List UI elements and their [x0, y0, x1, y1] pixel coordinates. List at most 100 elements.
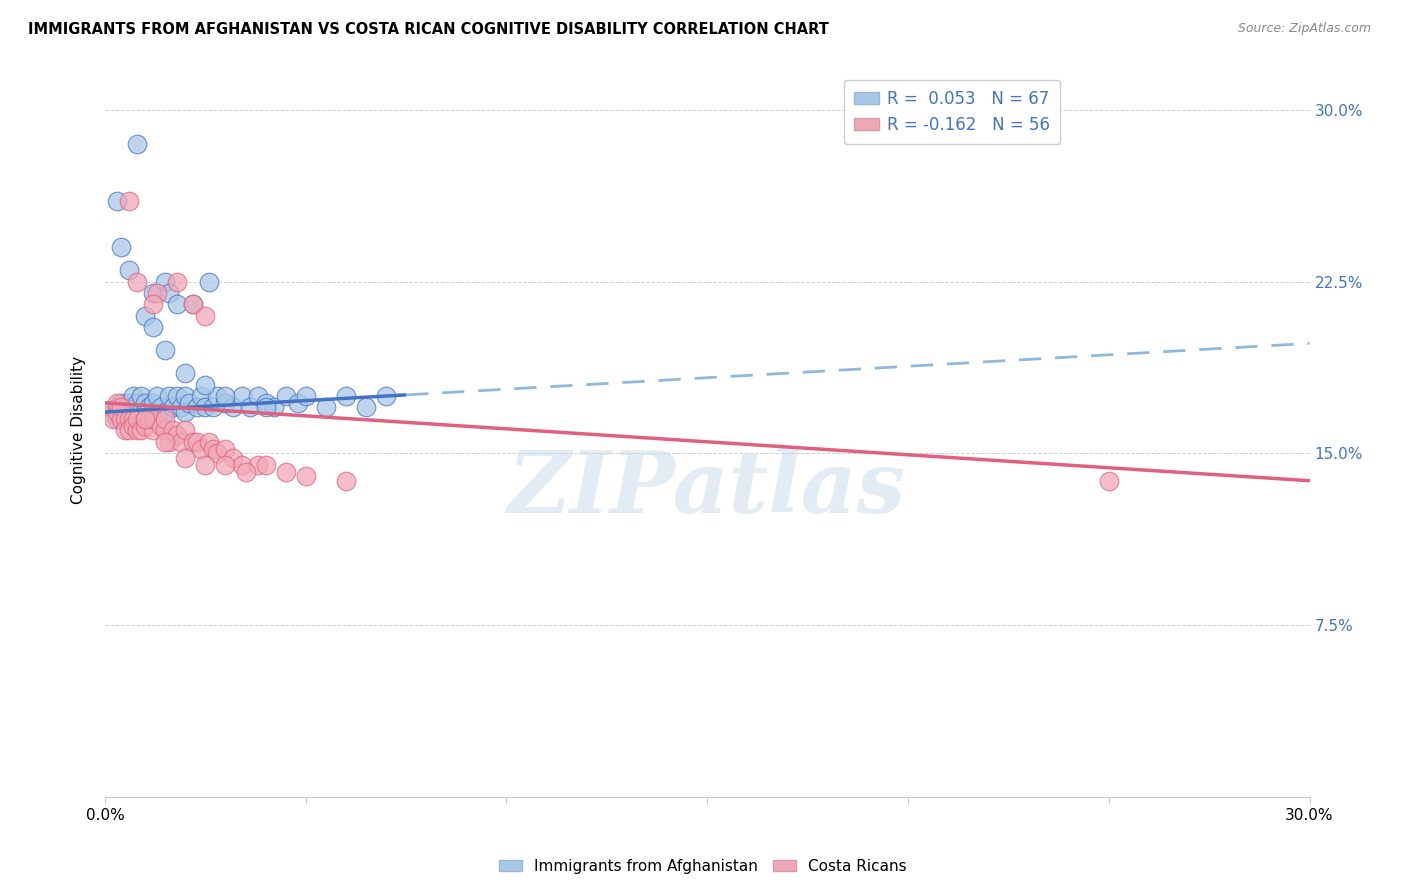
Point: [110, 396, 132, 410]
Point: [246, 458, 269, 472]
Point: [335, 389, 357, 403]
Point: [150, 418, 173, 433]
Point: [129, 405, 152, 419]
Point: [174, 423, 197, 437]
Point: [122, 418, 145, 433]
Point: [214, 458, 236, 472]
Point: [157, 285, 180, 300]
Point: [170, 434, 193, 449]
Y-axis label: Cognitive Disability: Cognitive Disability: [72, 356, 86, 505]
Point: [114, 412, 136, 426]
Point: [238, 401, 260, 415]
Text: Source: ZipAtlas.com: Source: ZipAtlas.com: [1237, 22, 1371, 36]
Point: [127, 412, 149, 426]
Text: ZIPatlas: ZIPatlas: [508, 447, 907, 531]
Point: [214, 396, 236, 410]
Point: [174, 405, 197, 419]
Point: [114, 412, 136, 426]
Point: [134, 309, 156, 323]
Point: [146, 405, 169, 419]
Point: [181, 297, 204, 311]
Point: [122, 412, 145, 426]
Point: [134, 396, 156, 410]
Point: [202, 401, 225, 415]
Point: [214, 442, 236, 456]
Point: [166, 389, 188, 403]
Point: [315, 401, 337, 415]
Point: [190, 389, 212, 403]
Point: [146, 389, 169, 403]
Point: [134, 418, 156, 433]
Point: [166, 275, 188, 289]
Point: [105, 396, 128, 410]
Point: [122, 405, 145, 419]
Point: [186, 434, 208, 449]
Point: [105, 405, 128, 419]
Point: [101, 412, 124, 426]
Point: [179, 396, 201, 410]
Point: [127, 275, 149, 289]
Point: [142, 412, 165, 426]
Point: [207, 446, 229, 460]
Point: [246, 389, 269, 403]
Point: [129, 389, 152, 403]
Point: [101, 405, 124, 419]
Point: [142, 297, 165, 311]
Point: [122, 389, 145, 403]
Point: [142, 320, 165, 334]
Point: [274, 465, 297, 479]
Point: [287, 396, 309, 410]
Point: [254, 458, 277, 472]
Point: [142, 423, 165, 437]
Point: [118, 263, 141, 277]
Point: [105, 194, 128, 209]
Point: [127, 401, 149, 415]
Point: [194, 309, 217, 323]
Point: [198, 434, 221, 449]
Point: [110, 412, 132, 426]
Point: [207, 389, 229, 403]
Point: [150, 401, 173, 415]
Point: [335, 474, 357, 488]
Point: [194, 458, 217, 472]
Point: [170, 401, 193, 415]
Point: [118, 405, 141, 419]
Point: [174, 366, 197, 380]
Point: [174, 450, 197, 465]
Point: [98, 405, 121, 419]
Point: [105, 401, 128, 415]
Point: [142, 396, 165, 410]
Point: [138, 401, 160, 415]
Point: [162, 423, 184, 437]
Point: [155, 275, 177, 289]
Point: [274, 389, 297, 403]
Point: [155, 434, 177, 449]
Point: [235, 465, 257, 479]
Point: [155, 405, 177, 419]
Point: [222, 401, 245, 415]
Point: [294, 469, 316, 483]
Point: [157, 434, 180, 449]
Point: [231, 389, 253, 403]
Point: [118, 423, 141, 437]
Point: [114, 401, 136, 415]
Point: [142, 285, 165, 300]
Point: [110, 401, 132, 415]
Point: [114, 423, 136, 437]
Point: [129, 423, 152, 437]
Point: [198, 275, 221, 289]
Point: [375, 389, 398, 403]
Point: [127, 423, 149, 437]
Point: [138, 412, 160, 426]
Point: [202, 442, 225, 456]
Text: IMMIGRANTS FROM AFGHANISTAN VS COSTA RICAN COGNITIVE DISABILITY CORRELATION CHAR: IMMIGRANTS FROM AFGHANISTAN VS COSTA RIC…: [28, 22, 830, 37]
Point: [118, 396, 141, 410]
Point: [214, 389, 236, 403]
Point: [157, 389, 180, 403]
Point: [254, 401, 277, 415]
Point: [146, 285, 169, 300]
Point: [127, 137, 149, 152]
Point: [190, 442, 212, 456]
Point: [181, 434, 204, 449]
Point: [194, 377, 217, 392]
